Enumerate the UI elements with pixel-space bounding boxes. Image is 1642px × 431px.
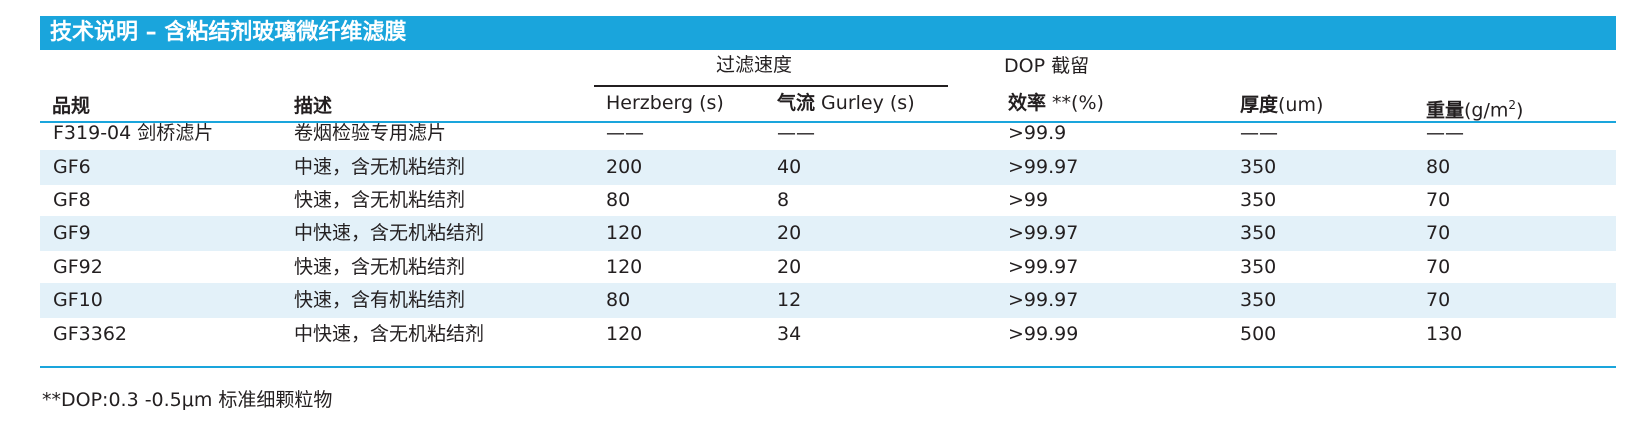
cell-weight: —— — [1426, 122, 1464, 144]
col-header-efficiency-text: **(%) — [1046, 92, 1104, 114]
col-header-herzberg: Herzberg (s) — [606, 92, 724, 114]
cell-herzberg: 200 — [606, 156, 643, 178]
cell-herzberg: 80 — [606, 189, 631, 211]
cell-desc: 卷烟检验专用滤片 — [294, 122, 447, 144]
cell-thickness: 350 — [1240, 189, 1277, 211]
group-header-underline — [594, 85, 948, 87]
cell-gurley: 20 — [777, 256, 802, 278]
cell-efficiency: >99.9 — [1008, 122, 1067, 144]
group-header-filter-speed: 过滤速度 — [716, 54, 793, 76]
footnote: **DOP:0.3 -0.5μm 标准细颗粒物 — [42, 389, 333, 411]
col-header-thickness-prefix: 厚度 — [1240, 94, 1279, 116]
cell-weight: 70 — [1426, 222, 1451, 244]
cell-desc: 快速，含无机粘结剂 — [294, 256, 466, 278]
cell-desc: 快速，含无机粘结剂 — [294, 189, 466, 211]
cell-efficiency: >99.97 — [1008, 289, 1079, 311]
cell-desc: 中快速，含无机粘结剂 — [294, 222, 485, 244]
col-header-weight-close: ) — [1516, 99, 1524, 122]
cell-desc: 中速，含无机粘结剂 — [294, 156, 466, 178]
cell-spec: GF8 — [53, 189, 91, 211]
col-header-spec: 品规 — [52, 95, 91, 117]
cell-herzberg: —— — [606, 122, 644, 144]
col-header-weight-unit: (g/m — [1464, 99, 1509, 122]
cell-herzberg: 120 — [606, 323, 643, 345]
col-header-gurley-text: Gurley (s) — [815, 92, 915, 114]
cell-spec: GF9 — [53, 222, 91, 244]
cell-herzberg: 120 — [606, 222, 643, 244]
cell-efficiency: >99 — [1008, 189, 1049, 211]
cell-weight: 70 — [1426, 256, 1451, 278]
cell-weight: 70 — [1426, 289, 1451, 311]
table-bottom-rule — [40, 366, 1616, 368]
table-row: F319-04 剑桥滤片 卷烟检验专用滤片 —— —— >99.9 —— —— — [40, 116, 1616, 151]
col-header-weight: 重量(g/m2) — [1426, 93, 1523, 122]
cell-weight: 70 — [1426, 189, 1451, 211]
cell-spec: GF3362 — [53, 323, 128, 345]
cell-gurley: —— — [777, 122, 815, 144]
cell-desc: 中快速，含无机粘结剂 — [294, 323, 485, 345]
cell-gurley: 12 — [777, 289, 802, 311]
col-header-gurley-prefix: 气流 — [777, 92, 816, 114]
col-header-thickness-unit: (um) — [1278, 94, 1324, 116]
cell-weight: 130 — [1426, 323, 1463, 345]
cell-spec: GF92 — [53, 256, 103, 278]
group-header-dop: DOP 截留 — [1004, 55, 1090, 77]
cell-thickness: 350 — [1240, 156, 1277, 178]
table-top-rule — [40, 121, 1616, 123]
cell-thickness: 500 — [1240, 323, 1277, 345]
cell-gurley: 20 — [777, 222, 802, 244]
table-row: GF3362 中快速，含无机粘结剂 120 34 >99.99 500 130 — [40, 317, 1616, 352]
table-row: GF9 中快速，含无机粘结剂 120 20 >99.97 350 70 — [40, 216, 1616, 251]
cell-desc: 快速，含有机粘结剂 — [294, 289, 466, 311]
col-header-desc: 描述 — [294, 95, 333, 117]
cell-spec: GF10 — [53, 289, 103, 311]
cell-efficiency: >99.97 — [1008, 256, 1079, 278]
cell-thickness: 350 — [1240, 256, 1277, 278]
title-banner: 技术说明 – 含粘结剂玻璃微纤维滤膜 — [40, 16, 1616, 50]
cell-spec: F319-04 剑桥滤片 — [53, 122, 214, 144]
cell-thickness: —— — [1240, 122, 1278, 144]
col-header-efficiency: 效率 **(%) — [1008, 91, 1104, 115]
cell-weight: 80 — [1426, 156, 1451, 178]
col-header-weight-sup: 2 — [1508, 98, 1517, 112]
cell-efficiency: >99.99 — [1008, 323, 1079, 345]
table-row: GF8 快速，含无机粘结剂 80 8 >99 350 70 — [40, 183, 1616, 218]
cell-thickness: 350 — [1240, 222, 1277, 244]
cell-herzberg: 80 — [606, 289, 631, 311]
col-header-weight-prefix: 重量 — [1426, 99, 1465, 122]
cell-efficiency: >99.97 — [1008, 222, 1079, 244]
col-header-thickness: 厚度(um) — [1240, 93, 1323, 117]
cell-gurley: 34 — [777, 323, 802, 345]
page-title: 技术说明 – 含粘结剂玻璃微纤维滤膜 — [50, 20, 407, 45]
cell-gurley: 8 — [777, 189, 790, 211]
col-header-efficiency-prefix: 效率 — [1008, 92, 1047, 114]
table-row: GF6 中速，含无机粘结剂 200 40 >99.97 350 80 — [40, 150, 1616, 185]
cell-efficiency: >99.97 — [1008, 156, 1079, 178]
cell-thickness: 350 — [1240, 289, 1277, 311]
cell-gurley: 40 — [777, 156, 802, 178]
cell-herzberg: 120 — [606, 256, 643, 278]
table-row: GF92 快速，含无机粘结剂 120 20 >99.97 350 70 — [40, 250, 1616, 285]
col-header-gurley: 气流 Gurley (s) — [777, 91, 915, 115]
table-row: GF10 快速，含有机粘结剂 80 12 >99.97 350 70 — [40, 283, 1616, 318]
cell-spec: GF6 — [53, 156, 91, 178]
